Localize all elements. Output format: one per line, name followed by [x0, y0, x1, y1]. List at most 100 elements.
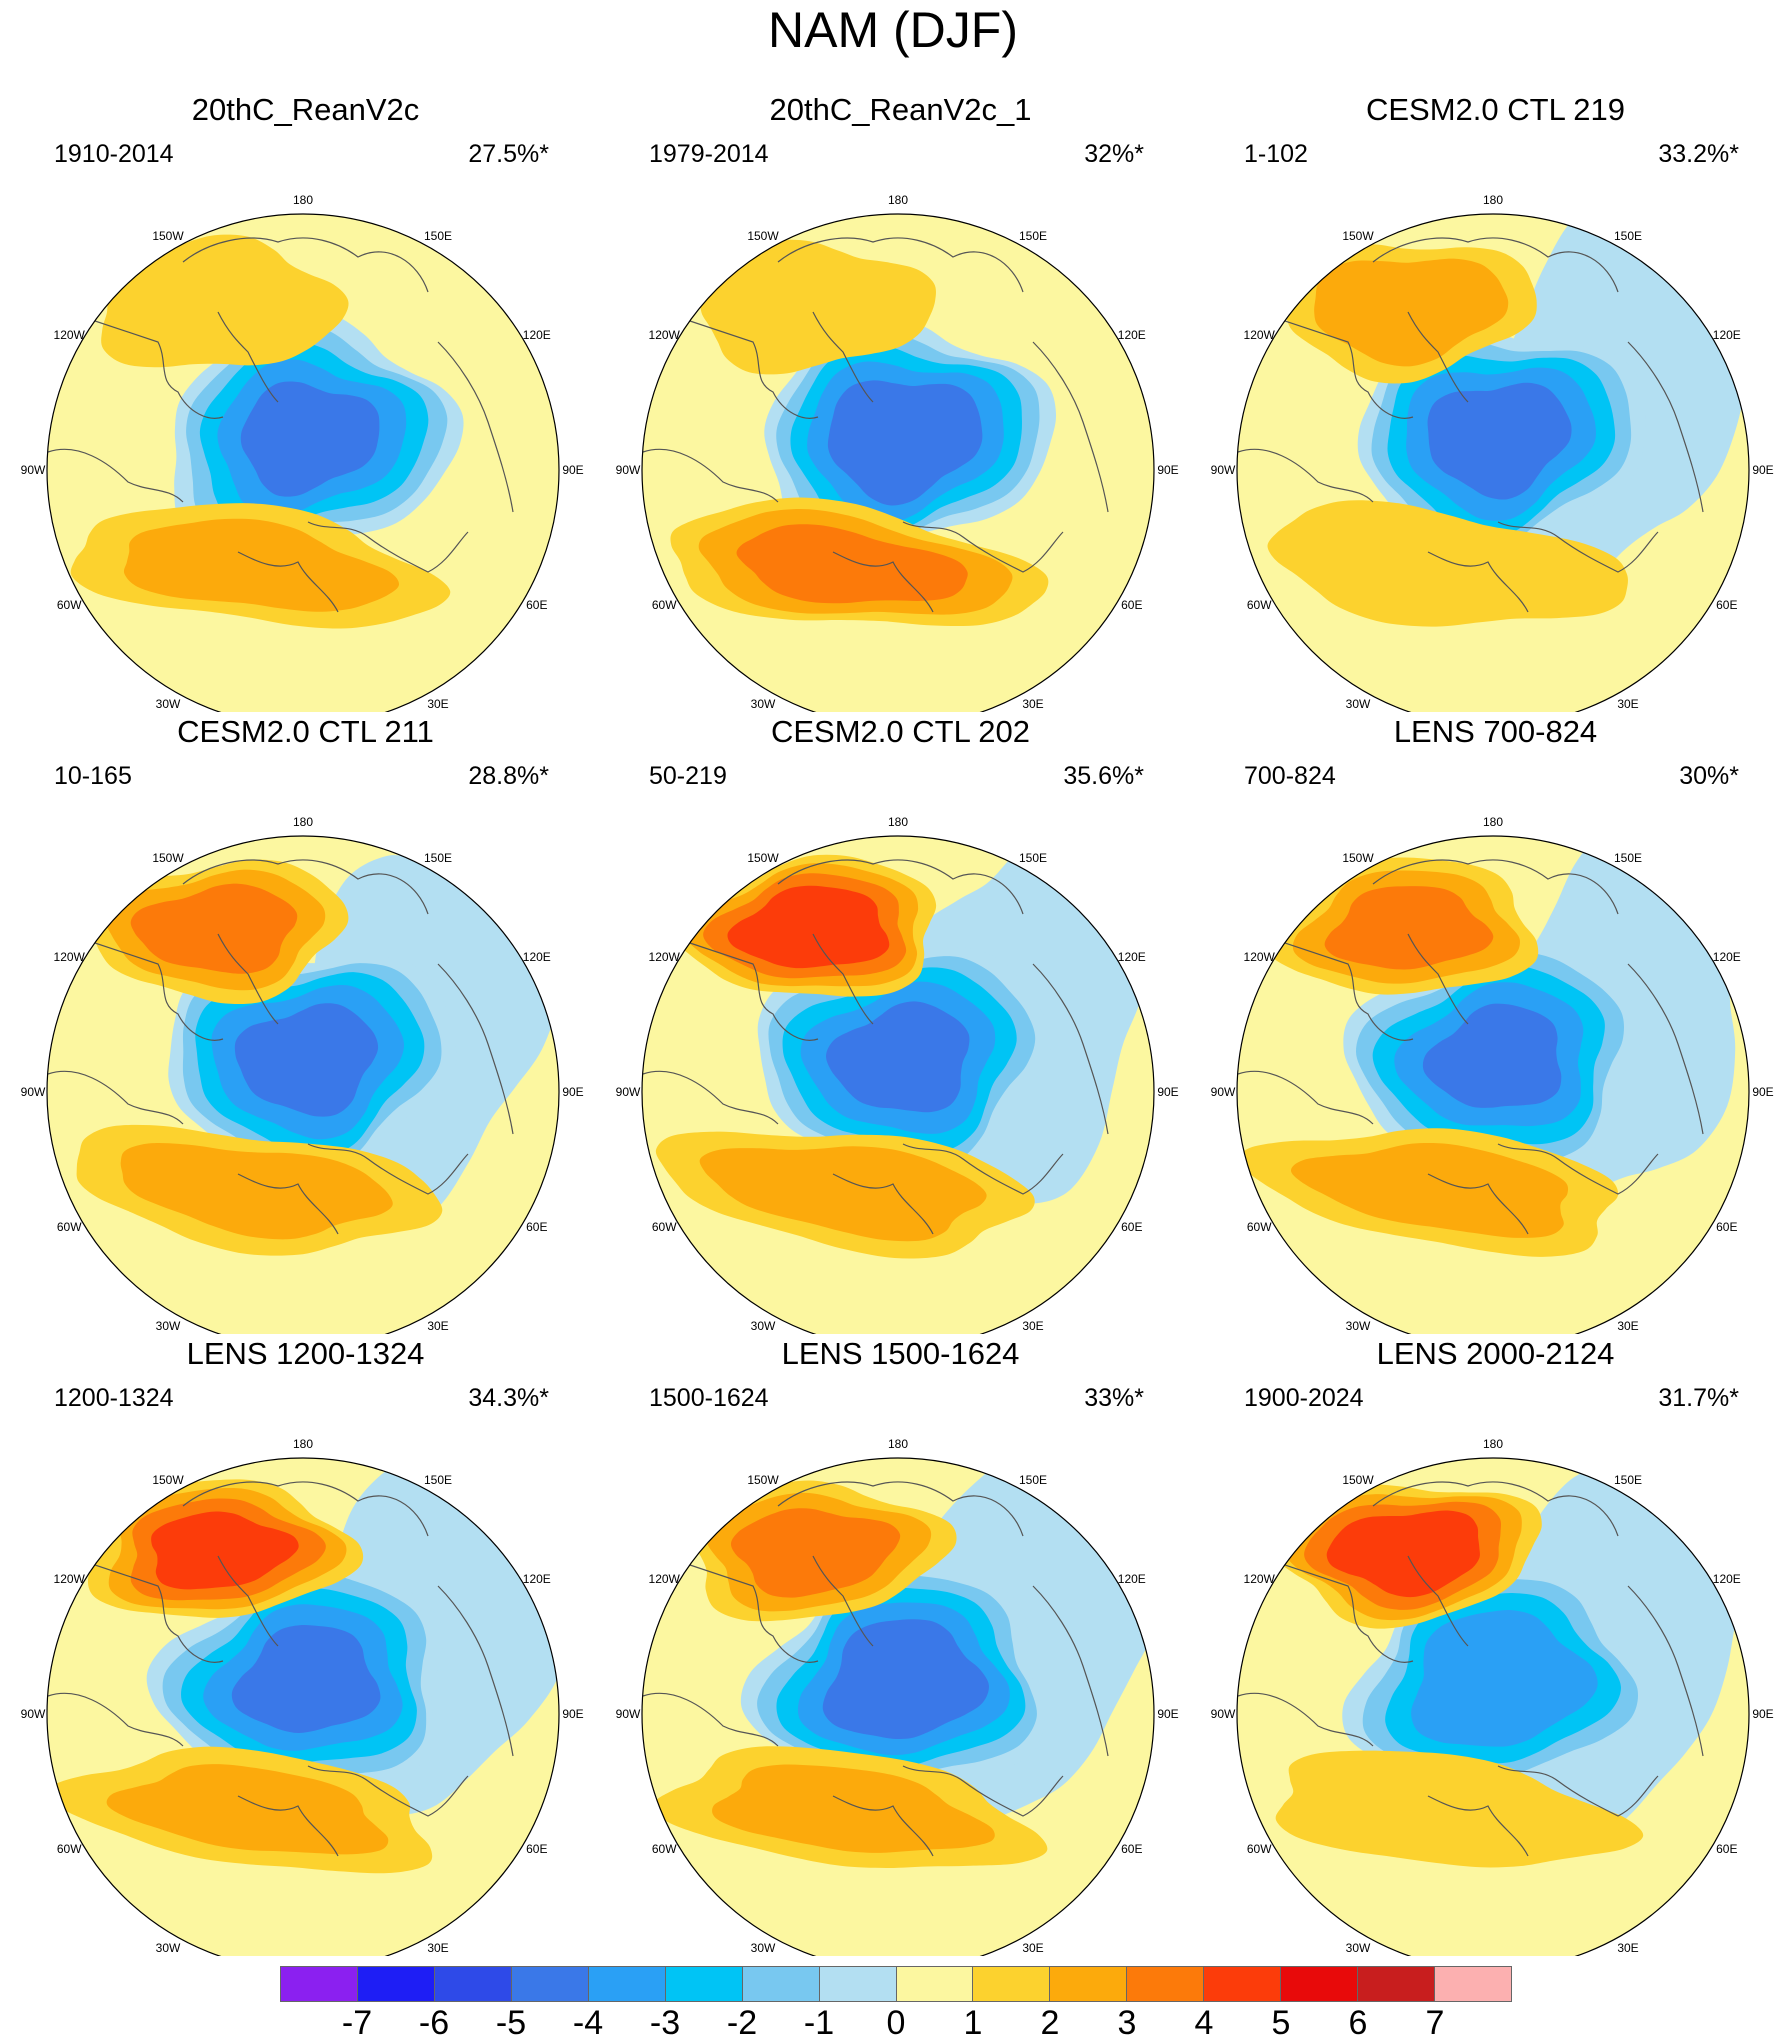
longitude-label: 60W: [1247, 1220, 1272, 1234]
colorbar-box: [357, 1967, 435, 2001]
longitude-label: 180: [888, 193, 908, 207]
coastline: [1372, 859, 1619, 915]
coastline: [777, 1481, 1024, 1537]
longitude-label: 90W: [21, 1085, 46, 1099]
longitude-label: 120E: [1713, 950, 1741, 964]
colorbar-label: 3: [1117, 2004, 1137, 2042]
map-border: [641, 1457, 1155, 1956]
coastline: [1407, 311, 1469, 403]
polar-map: 180150W150E120W120E90W90E60W60E30W30E0: [616, 815, 1179, 1334]
colorbar-box: [1358, 1967, 1436, 2001]
longitude-label: 150W: [1342, 229, 1374, 243]
atlantic-high-contour: [106, 1764, 389, 1855]
polar-map: 180150W150E120W120E90W90E60W60E30W30E0: [616, 193, 1179, 712]
panel-variance-explained: 34.3%*: [468, 1384, 549, 1412]
colorbar-box: [1281, 1967, 1359, 2001]
panel-period: 10-165: [54, 762, 132, 790]
panel-period: 1910-2014: [54, 140, 174, 168]
longitude-label: 90E: [1157, 463, 1178, 477]
longitude-label: 120W: [1244, 950, 1276, 964]
coastline: [1407, 933, 1469, 1025]
figure-title: NAM (DJF): [768, 2, 1018, 58]
longitude-label: 30E: [1022, 1941, 1043, 1955]
longitude-label: 120E: [523, 950, 551, 964]
colorbar-box: [1204, 1967, 1282, 2001]
coastline: [812, 933, 874, 1025]
map-border: [641, 213, 1155, 712]
longitude-label: 180: [293, 193, 313, 207]
coastline: [1497, 1765, 1659, 1817]
longitude-label: 60E: [526, 1220, 547, 1234]
colorbar-box: [588, 1967, 666, 2001]
longitude-label: 150W: [152, 851, 184, 865]
coastline: [307, 1143, 469, 1195]
longitude-label: 90W: [1211, 1707, 1236, 1721]
longitude-label: 120E: [1118, 1572, 1146, 1586]
coastline: [1237, 448, 1374, 503]
panel-title: CESM2.0 CTL 202: [770, 714, 1031, 749]
longitude-label: 150E: [424, 851, 452, 865]
longitude-label: 60W: [57, 1842, 82, 1856]
colorbar-label: -5: [495, 2004, 527, 2042]
longitude-label: 60E: [1121, 1220, 1142, 1234]
map-border: [1236, 835, 1750, 1334]
coastline: [902, 521, 1064, 573]
map-border: [46, 1457, 560, 1956]
colorbar-label: 4: [1194, 2004, 1214, 2042]
colorbar-box: [973, 1967, 1051, 2001]
longitude-label: 120W: [54, 1572, 86, 1586]
colorbar-label: -4: [572, 2004, 604, 2042]
coastline: [47, 1692, 184, 1747]
longitude-label: 90W: [21, 463, 46, 477]
pacific-high-contour: [727, 885, 890, 969]
polar-map: 180150W150E120W120E90W90E60W60E30W30E0: [21, 193, 584, 712]
longitude-label: 150W: [152, 229, 184, 243]
colorbar-label: 1: [963, 2004, 983, 2042]
longitude-label: 60W: [1247, 1842, 1272, 1856]
arctic-low-contour: [231, 1625, 381, 1734]
coastline: [1032, 963, 1109, 1135]
panel-title: 20thC_ReanV2c_1: [769, 92, 1032, 127]
coastline: [237, 1173, 339, 1235]
coastline: [1372, 237, 1619, 293]
longitude-label: 30W: [751, 697, 776, 711]
panel-variance-explained: 33%*: [1084, 1384, 1144, 1412]
atlantic-high-contour: [123, 518, 400, 612]
colorbar-box: [665, 1967, 743, 2001]
longitude-label: 120E: [1713, 328, 1741, 342]
panel-title: LENS 1200-1324: [186, 1336, 425, 1371]
longitude-label: 30W: [1346, 1941, 1371, 1955]
map-panel: LENS 1200-1324 1200-1324 34.3%* 180 150W 150E…: [8, 1336, 603, 1956]
longitude-label: 120W: [649, 328, 681, 342]
map-border: [1236, 213, 1750, 712]
colorbar-box: [819, 1967, 897, 2001]
coastline: [662, 311, 819, 419]
colorbar-label: -2: [726, 2004, 758, 2042]
coastline: [777, 859, 1024, 915]
coastline: [832, 551, 934, 613]
longitude-label: 150E: [1019, 229, 1047, 243]
polar-map: 180150W150E120W120E90W90E60W60E30W30E0: [1211, 193, 1774, 712]
arctic-low-contour: [1427, 382, 1572, 500]
panel-period: 1200-1324: [54, 1384, 174, 1412]
longitude-label: 180: [888, 1437, 908, 1451]
panel-period: 1900-2024: [1244, 1384, 1364, 1412]
longitude-label: 90E: [562, 1085, 583, 1099]
polar-map: 180150W150E120W120E90W90E60W60E30W30E0: [1211, 1437, 1774, 1956]
coastline: [182, 237, 429, 293]
longitude-label: 30W: [1346, 697, 1371, 711]
colorbar-box: [742, 1967, 820, 2001]
coastline: [812, 1555, 874, 1647]
longitude-label: 150W: [747, 851, 779, 865]
pacific-high-contour: [730, 1508, 901, 1598]
colorbar-labels: -7 -6 -5 -4 -3 -2 -1 0 1 2 3 4 5 6 7: [280, 2004, 1512, 2044]
colorbar-label: 2: [1040, 2004, 1060, 2042]
longitude-label: 120E: [523, 1572, 551, 1586]
longitude-label: 180: [293, 1437, 313, 1451]
longitude-label: 150W: [747, 1473, 779, 1487]
longitude-label: 60E: [1716, 1842, 1737, 1856]
longitude-label: 150E: [1019, 1473, 1047, 1487]
panel-period: 1979-2014: [649, 140, 769, 168]
longitude-label: 60E: [1121, 598, 1142, 612]
map-border: [46, 213, 560, 712]
